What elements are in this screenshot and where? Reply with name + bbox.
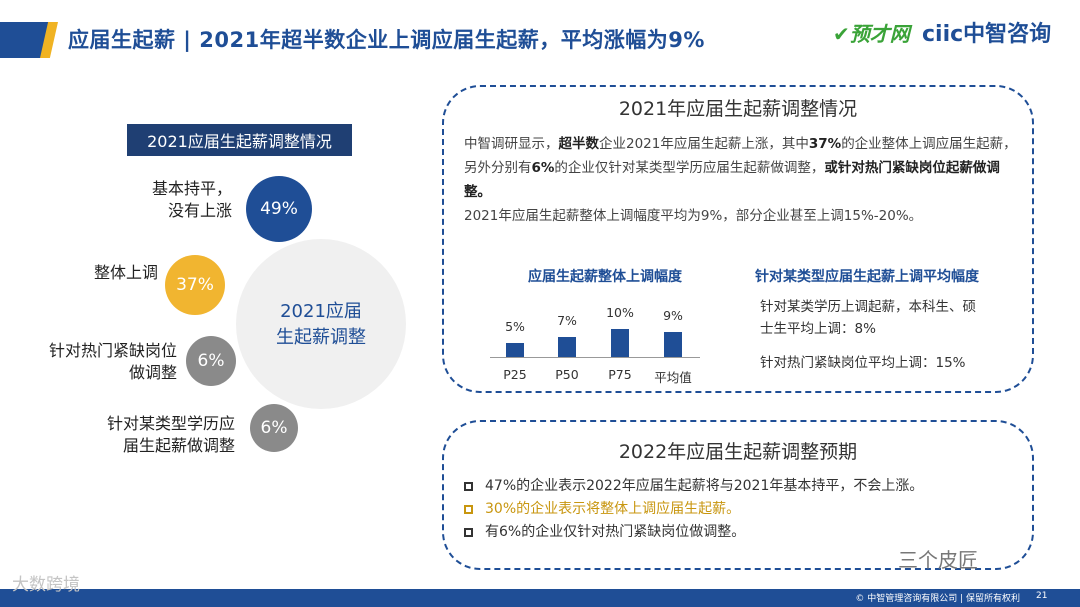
para-seg: 2021年应届生起薪整体上调幅度平均为9%，部分企业甚至上调15%-20%。 [464,208,923,224]
chart-bar [506,343,524,357]
bullet-item: 47%的企业表示2022年应届生起薪将与2021年基本持平，不会上涨。 [464,475,923,497]
chart-bar [664,331,682,357]
chart-bar [558,337,576,357]
bullet-square-icon [464,481,473,491]
box-2021-title: 2021年应届生起薪调整情况 [618,98,858,120]
chart-category-label: P25 [503,367,527,382]
label-flat: 基本持平， 没有上涨 [100,178,232,222]
chart-data-label: 9% [663,307,683,323]
label-raise-line1: 整体上调 [93,263,158,282]
degree-title: 针对某类型应届生起薪上调平均幅度 [755,269,979,285]
para-seg: 企业2021年应届生起薪上涨，其中 [599,136,809,152]
chart-data-label: 7% [557,313,577,329]
watermark-right: 三个皮匠 [898,548,978,572]
label-flat-line2: 没有上涨 [167,201,232,220]
left-panel-title: 2021应届生起薪调整情况 [127,124,352,156]
watermark-left: 大数跨境 [12,575,80,595]
bullet-text: 有6%的企业仅针对热门紧缺岗位做调整。 [485,524,746,540]
para-bold: 超半数 [558,136,600,152]
para-bold: 37% [808,136,842,152]
center-circle-label: 2021应届 生起薪调整 [236,299,406,351]
bullet-square-icon [464,504,473,514]
label-flat-line1: 基本持平， [151,179,232,198]
chart-category-label: P50 [555,367,579,382]
para-seg: 中智调研显示， [464,136,559,152]
box-2022-title: 2022年应届生起薪调整预期 [618,441,858,463]
bullet-square-icon [464,527,473,537]
box-2021-paragraph: 中智调研显示，超半数企业2021年应届生起薪上涨，其中37%的企业整体上调应届生… [464,132,1024,228]
page-title: 应届生起薪 | 2021年超半数企业上调应届生起薪，平均涨幅为9% [68,28,705,52]
chart-data-label: 5% [505,319,525,334]
center-label-line2: 生起薪调整 [276,327,366,348]
share-circle-flat: 49% [246,176,312,242]
label-hot-jobs-line1: 针对热门紧缺岗位 [48,341,177,360]
label-hot-jobs: 针对热门紧缺岗位 做调整 [10,340,177,384]
box-2022 [442,420,1034,570]
label-degree-line1: 针对某类型学历应 [106,414,235,433]
chart-category-label: 平均值 [654,370,692,385]
footer-copyright: © 中智管理咨询有限公司 | 保留所有权利 [855,594,1020,604]
bullet-item: 30%的企业表示将整体上调应届生起薪。 [464,498,740,520]
label-degree: 针对某类型学历应 届生起薪做调整 [40,413,235,457]
para-seg: 的企业整体上调应届生起薪，另外分别有 [464,136,1017,176]
degree-item-line1: 针对某类学历上调起薪，本科生、硕 [760,299,976,315]
degree-item: 针对某类学历上调起薪，本科生、硕 士生平均上调：8% [760,296,1030,340]
para-bold: 6% [531,160,555,176]
share-circle-degree: 6% [250,404,298,452]
bullet-text: 30%的企业表示将整体上调应届生起薪。 [485,501,741,517]
page-number: 21 [1036,591,1048,601]
chart-data-label: 10% [606,305,634,320]
para-seg: 的企业仅针对某类型学历应届生起薪做调整， [554,160,825,176]
chart-category-label: P75 [608,367,632,382]
bullet-item: 有6%的企业仅针对热门紧缺岗位做调整。 [464,521,745,543]
label-raise: 整体上调 [60,262,158,284]
center-label-line1: 2021应届 [280,301,362,322]
box-2021 [442,85,1034,393]
share-circle-raise: 37% [165,255,225,315]
para-bold: 或针对热门紧缺岗位起薪做调整。 [464,160,1000,200]
logo-yucai: ✔预才网 [833,22,910,46]
footer-bar [0,589,1080,607]
chart-axis [490,357,700,358]
label-degree-line2: 届生起薪做调整 [122,436,235,455]
center-circle [236,239,406,409]
label-hot-jobs-line2: 做调整 [128,363,177,382]
chart-bar [611,329,629,357]
bullet-text: 47%的企业表示2022年应届生起薪将与2021年基本持平，不会上涨。 [485,478,924,494]
hot-job-item: 针对热门紧缺岗位平均上调：15% [760,355,966,371]
degree-item-line2: 士生平均上调：8% [760,321,876,337]
chart-title: 应届生起薪整体上调幅度 [528,269,682,285]
logo-ciic: ciic中智咨询 [922,22,1052,47]
share-circle-hot-jobs: 6% [186,336,236,386]
